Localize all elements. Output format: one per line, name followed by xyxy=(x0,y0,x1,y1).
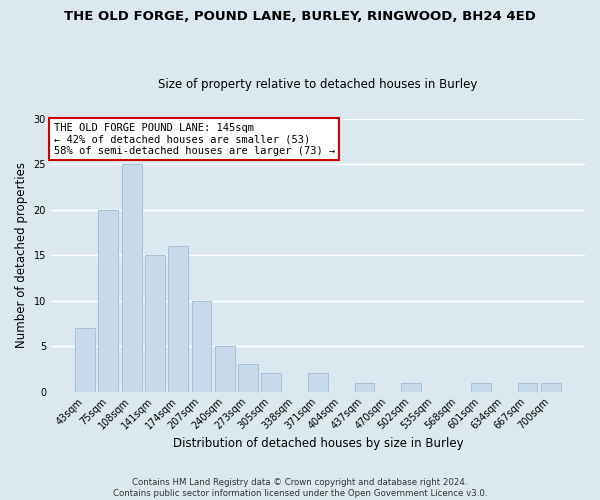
Bar xyxy=(308,374,328,392)
Bar xyxy=(145,255,165,392)
Bar xyxy=(471,382,491,392)
Bar xyxy=(401,382,421,392)
Bar xyxy=(355,382,374,392)
Text: Contains HM Land Registry data © Crown copyright and database right 2024.
Contai: Contains HM Land Registry data © Crown c… xyxy=(113,478,487,498)
Bar xyxy=(98,210,118,392)
X-axis label: Distribution of detached houses by size in Burley: Distribution of detached houses by size … xyxy=(173,437,463,450)
Bar xyxy=(262,374,281,392)
Bar xyxy=(75,328,95,392)
Bar xyxy=(215,346,235,392)
Bar xyxy=(122,164,142,392)
Bar xyxy=(541,382,561,392)
Bar xyxy=(518,382,538,392)
Y-axis label: Number of detached properties: Number of detached properties xyxy=(15,162,28,348)
Bar xyxy=(238,364,258,392)
Title: Size of property relative to detached houses in Burley: Size of property relative to detached ho… xyxy=(158,78,478,91)
Bar xyxy=(191,300,211,392)
Text: THE OLD FORGE, POUND LANE, BURLEY, RINGWOOD, BH24 4ED: THE OLD FORGE, POUND LANE, BURLEY, RINGW… xyxy=(64,10,536,23)
Text: THE OLD FORGE POUND LANE: 145sqm
← 42% of detached houses are smaller (53)
58% o: THE OLD FORGE POUND LANE: 145sqm ← 42% o… xyxy=(53,122,335,156)
Bar xyxy=(169,246,188,392)
